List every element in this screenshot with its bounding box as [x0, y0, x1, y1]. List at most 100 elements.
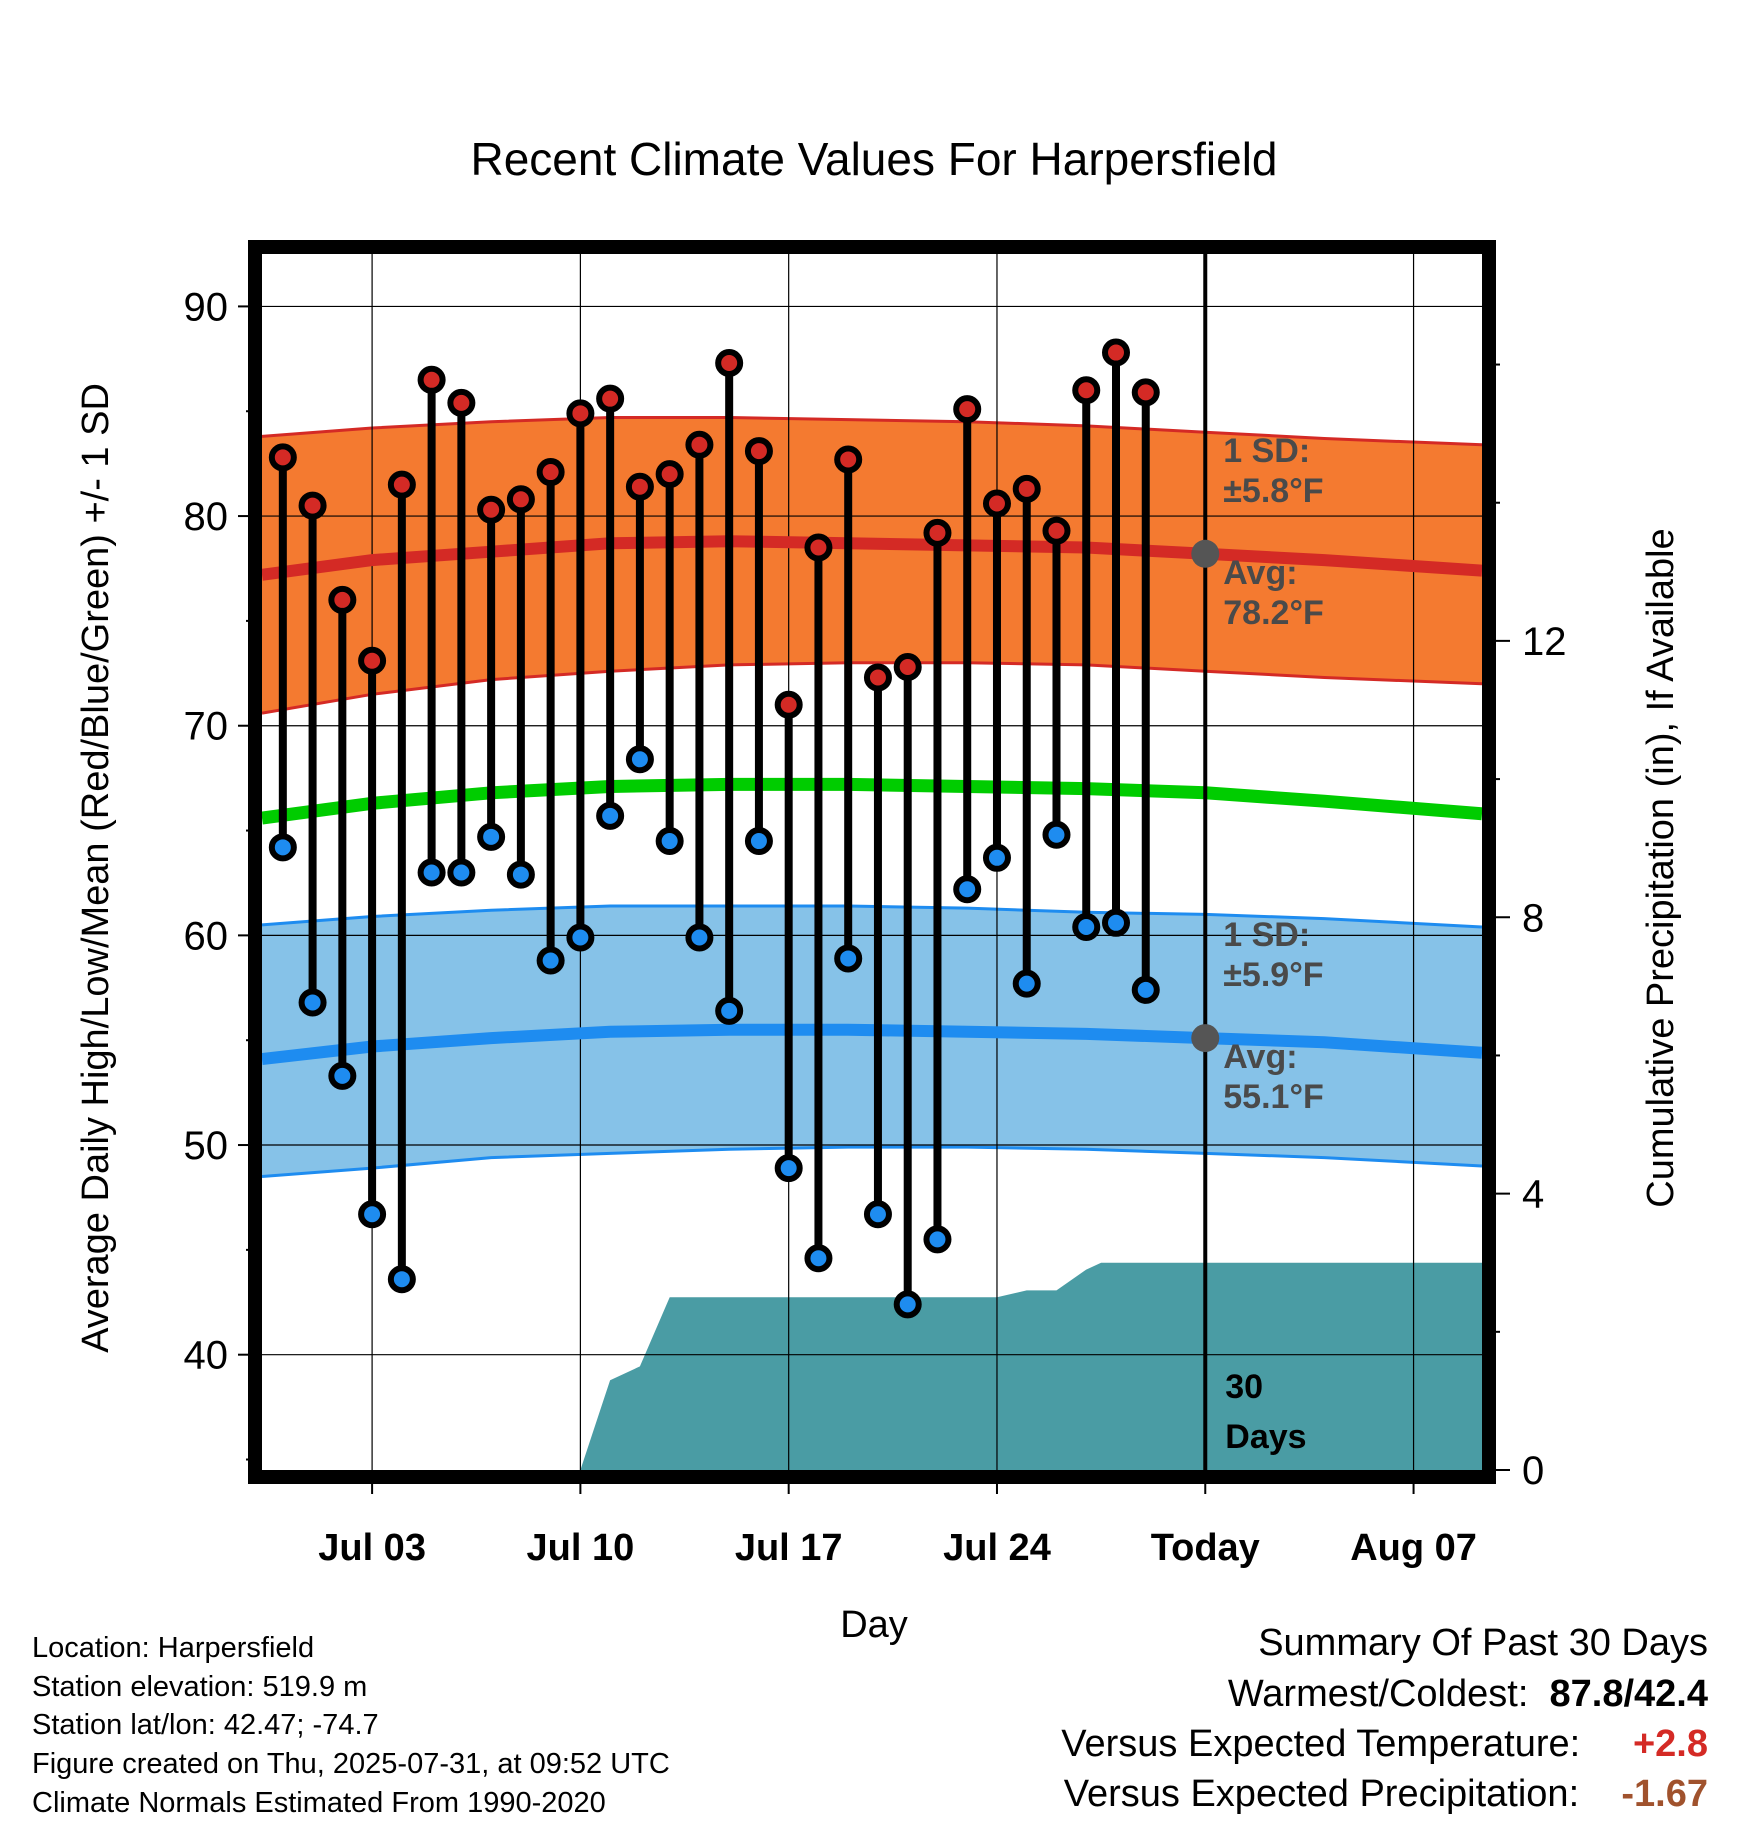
plot-frame — [248, 240, 1496, 1484]
x-tick-label: Jul 17 — [735, 1527, 843, 1569]
normals-text: Climate Normals Estimated From 1990-2020 — [32, 1787, 606, 1819]
daily-high-point — [893, 653, 922, 682]
daily-low-point — [596, 801, 625, 830]
x-tick-label: Jul 24 — [943, 1527, 1051, 1569]
daily-low-point — [863, 1200, 892, 1229]
y-tick-label: 90 — [184, 285, 229, 329]
daily-low-point — [358, 1200, 387, 1229]
days-unit-label: Days — [1225, 1418, 1306, 1456]
daily-low-point — [1042, 820, 1071, 849]
daily-high-point — [1072, 376, 1101, 405]
daily-high-point — [923, 518, 952, 547]
high-sd-value: ±5.8°F — [1223, 472, 1323, 510]
summary-title: Summary Of Past 30 Days — [1258, 1622, 1708, 1664]
warm-cold-label: Warmest/Coldest: — [1227, 1673, 1529, 1715]
daily-low-point — [774, 1154, 803, 1183]
daily-low-point — [804, 1244, 833, 1273]
daily-low-point — [655, 827, 684, 856]
x-tick-label: Jul 10 — [527, 1527, 635, 1569]
y2-tick-label: 4 — [1522, 1173, 1544, 1217]
daily-low-point — [447, 858, 476, 887]
y-tick-label: 70 — [184, 705, 229, 749]
x-axis-label: Day — [840, 1604, 908, 1646]
daily-low-point — [477, 822, 506, 851]
temp-label: Versus Expected Temperature: — [1061, 1723, 1581, 1765]
daily-low-point — [715, 996, 744, 1025]
y-tick-label: 40 — [184, 1334, 229, 1378]
location-text: Location: Harpersfield — [32, 1632, 315, 1664]
temp-value: +2.8 — [1632, 1723, 1708, 1765]
y-axis-label: Average Daily High/Low/Mean (Red/Blue/Gr… — [75, 383, 117, 1353]
low-avg-value: 55.1°F — [1223, 1078, 1324, 1116]
latlon-text: Station lat/lon: 42.47; -74.7 — [32, 1709, 379, 1741]
daily-high-point — [506, 485, 535, 514]
daily-high-point — [536, 458, 565, 487]
daily-high-point — [715, 349, 744, 378]
daily-high-point — [298, 491, 327, 520]
y2-tick-label: 0 — [1522, 1449, 1544, 1493]
daily-high-point — [387, 470, 416, 499]
y-tick-label: 50 — [184, 1124, 229, 1168]
high-sd-label: 1 SD: — [1223, 432, 1310, 470]
y-tick-label: 60 — [184, 914, 229, 958]
daily-high-point — [1042, 516, 1071, 545]
daily-low-point — [685, 923, 714, 952]
daily-low-point — [268, 833, 297, 862]
precip-row: Versus Expected Precipitation: -1.67 — [1064, 1772, 1708, 1816]
y2-tick-label: 12 — [1522, 620, 1567, 664]
daily-high-point — [834, 445, 863, 474]
high-avg-label: Avg: — [1223, 554, 1297, 592]
daily-high-point — [863, 663, 892, 692]
daily-low-point — [298, 988, 327, 1017]
warm-cold-value: 87.8/42.4 — [1549, 1673, 1708, 1715]
daily-high-point — [774, 690, 803, 719]
daily-low-point — [328, 1061, 357, 1090]
low-sd-value: ±5.9°F — [1223, 956, 1323, 994]
precip-label: Versus Expected Precipitation: — [1063, 1773, 1580, 1815]
daily-high-point — [417, 365, 446, 394]
low-sd-band — [262, 906, 1482, 1177]
daily-low-point — [923, 1225, 952, 1254]
daily-high-point — [1102, 338, 1130, 367]
temp-row: Versus Expected Temperature: +2.8 — [1061, 1722, 1708, 1766]
y-tick-label: 80 — [184, 495, 229, 539]
daily-high-point — [358, 646, 387, 675]
daily-low-point — [1012, 969, 1041, 998]
daily-low-point — [982, 843, 1011, 872]
daily-high-point — [982, 489, 1011, 518]
daily-high-point — [268, 443, 297, 472]
x-tick-label: Jul 03 — [318, 1527, 426, 1569]
low-sd-label: 1 SD: — [1223, 916, 1310, 954]
x-tick-label: Aug 07 — [1350, 1527, 1477, 1569]
high-avg-value: 78.2°F — [1223, 594, 1324, 632]
chart-title: Recent Climate Values For Harpersfield — [470, 133, 1277, 185]
daily-high-point — [625, 472, 654, 501]
daily-high-point — [804, 533, 833, 562]
daily-high-point — [655, 460, 684, 489]
daily-high-point — [447, 388, 476, 417]
daily-high-point — [477, 495, 506, 524]
daily-high-point — [1131, 378, 1160, 407]
x-tick-label: Today — [1151, 1527, 1260, 1569]
daily-low-point — [387, 1265, 416, 1294]
daily-low-point — [1102, 908, 1130, 937]
today-avg-low-marker — [1191, 1024, 1220, 1053]
daily-low-point — [417, 858, 446, 887]
warm-cold-row: Warmest/Coldest: 87.8/42.4 — [1228, 1672, 1708, 1716]
daily-high-point — [685, 430, 714, 459]
low-sd-lower-line — [262, 1145, 1482, 1178]
daily-low-point — [566, 923, 595, 952]
daily-low-point — [1131, 975, 1160, 1004]
today-avg-high-marker — [1191, 539, 1220, 568]
daily-low-point — [625, 745, 654, 774]
low-avg-label: Avg: — [1223, 1038, 1297, 1076]
daily-high-point — [744, 437, 773, 466]
precip-value: -1.67 — [1621, 1773, 1708, 1815]
avg-mean-line — [262, 777, 1482, 825]
high-sd-band — [262, 417, 1482, 714]
y2-tick-label: 8 — [1522, 896, 1544, 940]
elevation-text: Station elevation: 519.9 m — [32, 1671, 368, 1703]
daily-high-point — [1012, 474, 1041, 503]
